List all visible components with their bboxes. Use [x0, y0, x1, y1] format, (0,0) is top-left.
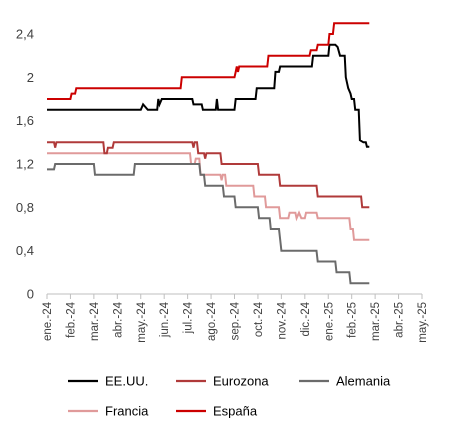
x-tick-label: mar.-25	[370, 302, 382, 341]
y-tick-label: 2,4	[16, 27, 34, 42]
x-tick-label: nov.-24	[276, 301, 288, 339]
x-axis: ene.-24 feb.-24 mar.-24 abr.-24 may.-24 jun.-…	[42, 293, 429, 343]
legend-label-0: EE.UU.	[105, 374, 148, 389]
legend: EE.UU. Eurozona Alemania Francia España	[68, 374, 391, 419]
legend-label-4: España	[213, 404, 258, 419]
x-tick-label: may.-25	[417, 302, 429, 343]
y-tick-label: 0,4	[16, 243, 34, 258]
x-tick-label: ene.-25	[323, 302, 335, 341]
x-tick-label: abr.-25	[394, 302, 406, 338]
series-line-2	[47, 163, 370, 285]
x-tick-label: abr.-24	[112, 301, 124, 337]
y-tick-label: 0	[27, 287, 34, 302]
x-tick-label: dic.-24	[300, 301, 312, 336]
y-axis: 0 0,4 0,8 1,2 1,6 2 2,4	[16, 27, 34, 302]
x-tick-label: jun.-24	[159, 301, 171, 338]
y-tick-label: 0,8	[16, 200, 34, 215]
x-tick-label: ago.-24	[206, 301, 218, 341]
x-tick-label: feb.-24	[65, 301, 77, 337]
series-layer	[47, 22, 370, 285]
x-tick-label: mar.-24	[89, 301, 101, 341]
x-tick-label: oct.-24	[253, 301, 265, 337]
legend-label-3: Francia	[105, 404, 149, 419]
series-line-1	[47, 141, 370, 209]
series-line-0	[47, 43, 370, 148]
series-line-4	[47, 22, 370, 100]
legend-label-2: Alemania	[336, 374, 391, 389]
x-tick-label: may.-24	[136, 301, 148, 342]
x-tick-label: jul.-24	[183, 301, 195, 334]
y-tick-label: 2	[27, 70, 34, 85]
y-tick-label: 1,6	[16, 113, 34, 128]
x-tick-label: feb.-25	[347, 302, 359, 338]
legend-label-1: Eurozona	[213, 374, 269, 389]
x-tick-label: sep.-24	[230, 301, 242, 340]
y-tick-label: 1,2	[16, 157, 34, 172]
x-tick-label: ene.-24	[42, 301, 54, 341]
